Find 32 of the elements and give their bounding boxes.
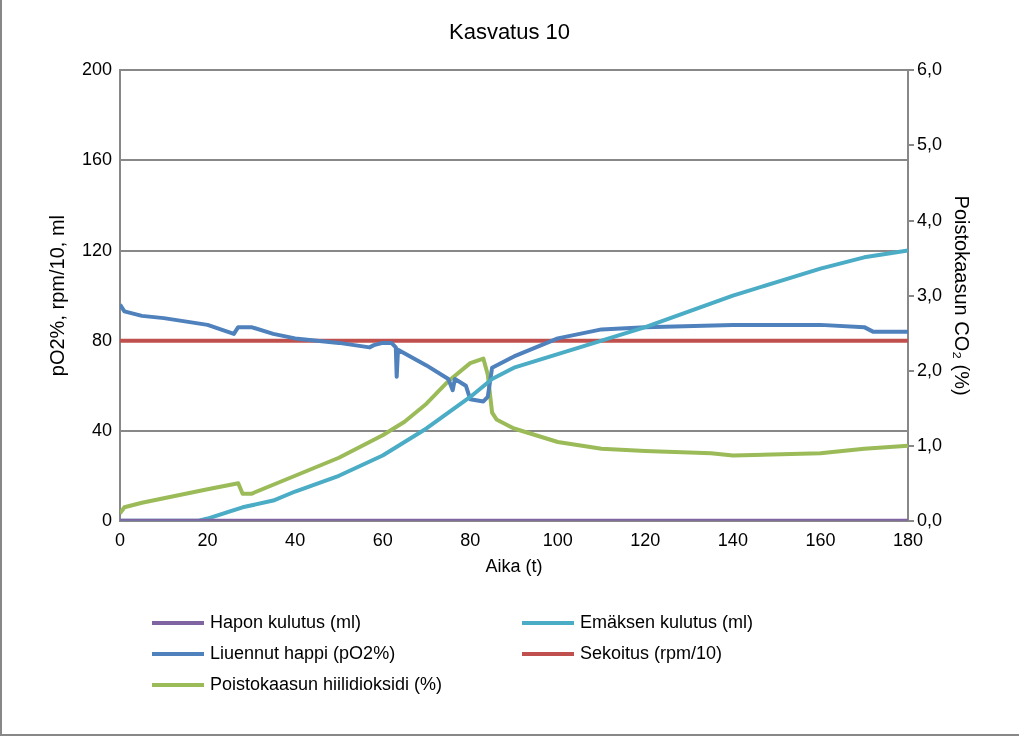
y-tick-label: 160	[81, 149, 113, 170]
x-tick-label: 60	[372, 529, 393, 550]
y-tick-label: 120	[81, 239, 113, 260]
x-tick-label: 20	[197, 529, 218, 550]
x-tick-label: 180	[892, 529, 923, 550]
y2-tick-label: 5,0	[916, 134, 943, 155]
x-tick-label: 120	[630, 529, 661, 550]
x-tick-label: 140	[717, 529, 748, 550]
legend-label: Poistokaasun hiilidioksidi (%)	[210, 674, 443, 695]
y2-tick-label: 3,0	[916, 284, 943, 305]
x-tick-label: 40	[285, 529, 306, 550]
y-tick-label: 200	[81, 59, 113, 80]
legend-label: Hapon kulutus (ml)	[210, 612, 362, 633]
y2-axis-title: Poistokaasun CO₂ (%)	[951, 195, 974, 396]
x-tick-label: 160	[805, 529, 836, 550]
y2-tick-label: 6,0	[916, 59, 943, 80]
x-tick-label: 0	[115, 529, 126, 550]
y2-tick-label: 4,0	[916, 209, 943, 230]
y-tick-label: 40	[92, 419, 113, 440]
legend-label: Emäksen kulutus (ml)	[580, 612, 754, 633]
y2-tick-label: 1,0	[916, 434, 943, 455]
y-axis-title: pO2%, rpm/10, ml	[45, 215, 68, 377]
y2-tick-label: 2,0	[916, 359, 943, 380]
x-tick-label: 80	[460, 529, 481, 550]
y2-tick-label: 0,0	[916, 509, 943, 530]
legend-label: Sekoitus (rpm/10)	[580, 643, 723, 664]
chart-title: Kasvatus 10	[448, 19, 571, 45]
y-tick-label: 80	[92, 329, 113, 350]
y-tick-label: 0	[102, 509, 113, 530]
x-tick-label: 100	[542, 529, 573, 550]
x-axis-title: Aika (t)	[485, 556, 543, 577]
legend-label: Liuennut happi (pO2%)	[210, 643, 396, 664]
